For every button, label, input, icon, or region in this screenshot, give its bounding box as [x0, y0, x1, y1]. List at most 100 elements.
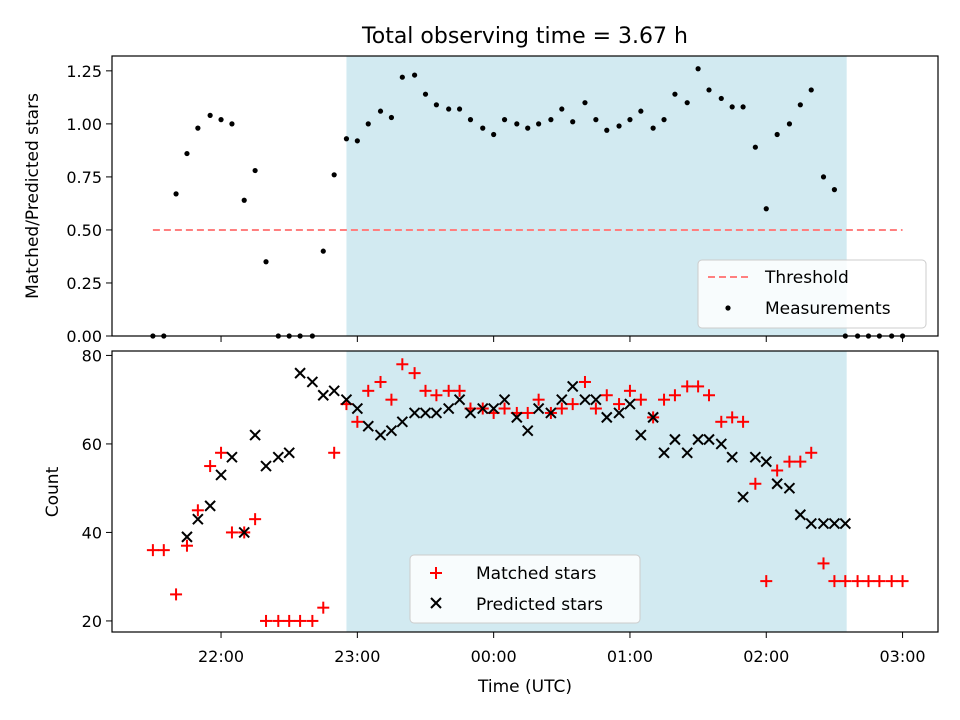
matched-star-point — [749, 477, 762, 490]
y-tick-label: 0.75 — [66, 168, 102, 187]
legend-label-predicted: Predicted stars — [476, 595, 603, 615]
matched-star-point — [260, 614, 273, 627]
measurement-point — [740, 104, 746, 110]
legend-box — [697, 259, 927, 329]
legend-label-threshold: Threshold — [764, 268, 849, 288]
measurement-point — [548, 117, 554, 123]
measurement-point — [559, 106, 565, 112]
predicted-star-point — [498, 393, 511, 406]
measurement-point — [388, 114, 395, 121]
predicted-star-point — [647, 411, 659, 424]
matched-star-point — [362, 384, 375, 397]
measurement-point — [184, 150, 190, 157]
x-axis-ticks: 22:00 23:00 00:00 01:00 02:00 03:00 — [198, 632, 926, 666]
x-axis-label: Time (UTC) — [477, 677, 572, 697]
measurement-point — [616, 123, 622, 129]
y-tick-label: 0.25 — [66, 274, 102, 293]
measurement-point — [536, 121, 542, 127]
matched-star-point — [351, 415, 364, 428]
matched-star-point — [589, 402, 602, 415]
predicted-star-point — [419, 407, 432, 419]
predicted-star-point — [737, 491, 749, 503]
predicted-star-point — [783, 482, 796, 494]
top-panel: 0.00 0.25 0.50 0.75 1.00 1.25 Matched/Predict… — [23, 55, 939, 346]
measurement-point — [525, 125, 531, 131]
measurement-point — [604, 127, 610, 133]
matched-star-point — [555, 402, 568, 415]
matched-star-point — [896, 575, 909, 588]
measurement-point — [467, 117, 474, 123]
predicted-star-point — [181, 531, 193, 543]
plot-frame — [111, 55, 939, 337]
predicted-star-point — [794, 509, 807, 521]
matched-star-point — [317, 601, 330, 614]
matched-star-point — [385, 393, 398, 406]
predicted-star-point — [613, 407, 625, 419]
measurement-point — [786, 121, 793, 127]
measurement-point — [252, 167, 258, 174]
matched-star-point — [419, 384, 432, 397]
matched-star-point — [294, 614, 307, 627]
y-tick-label: 40 — [82, 523, 102, 542]
predicted-star-point — [839, 517, 852, 530]
measurement-point — [593, 117, 599, 123]
predicted-star-point — [545, 407, 557, 419]
measurement-point — [456, 106, 463, 112]
measurement-point — [570, 119, 576, 125]
measurement-point — [808, 87, 814, 93]
matched-star-point — [600, 389, 613, 402]
measurement-point — [433, 102, 440, 108]
predicted-star-point — [464, 407, 477, 419]
matched-star-point — [715, 415, 728, 428]
matched-star-point — [839, 575, 852, 588]
predicted-star-point — [805, 517, 817, 530]
predicted-star-point — [294, 367, 306, 379]
matched-star-point — [873, 575, 886, 588]
measurement-point — [365, 121, 371, 127]
matched-star-point — [272, 614, 285, 627]
predicted-star-point — [692, 433, 704, 446]
predicted-star-point — [215, 469, 227, 481]
legend-label-matched: Matched stars — [476, 564, 596, 584]
matched-star-point — [634, 393, 647, 406]
predicted-star-point — [204, 500, 216, 512]
measurement-point — [763, 206, 769, 212]
measurement-point — [446, 106, 452, 112]
measurement-point — [173, 191, 179, 197]
matched-star-point — [783, 455, 796, 468]
measurement-point — [195, 125, 201, 131]
measurement-point — [831, 187, 838, 193]
predicted-star-point — [624, 398, 636, 410]
matched-star-point — [306, 614, 319, 627]
predicted-star-point — [726, 451, 738, 463]
x-tick-label: 02:00 — [743, 647, 789, 666]
x-tick-label: 03:00 — [880, 647, 926, 666]
measurement-point — [820, 174, 827, 180]
x-tick-label: 01:00 — [607, 647, 653, 666]
y-axis-label: Count — [43, 466, 63, 517]
y-tick-label: 60 — [82, 435, 102, 454]
predicted-star-point — [817, 517, 830, 530]
measurement-point — [331, 172, 337, 178]
measurement-point — [627, 117, 633, 123]
matched-star-point — [170, 588, 183, 601]
star-count-points — [146, 358, 909, 627]
predicted-star-point — [681, 447, 693, 459]
x-tick-label: 00:00 — [471, 647, 517, 666]
x-axis-ticks — [220, 336, 904, 342]
measurement-point — [774, 131, 780, 138]
predicted-star-point — [601, 411, 613, 424]
y-tick-label: 1.25 — [66, 62, 102, 81]
matched-star-point — [180, 539, 193, 552]
predicted-star-point — [192, 513, 204, 525]
measurement-point — [661, 117, 667, 123]
matched-star-point — [430, 389, 443, 402]
predicted-star-point — [487, 402, 500, 415]
matched-star-point — [532, 393, 545, 406]
measurement-point — [672, 91, 678, 97]
legend-predicted-swatch — [430, 597, 442, 609]
matched-star-point — [851, 575, 864, 588]
predicted-star-point — [249, 429, 261, 441]
matched-star-point — [225, 526, 238, 539]
predicted-star-point — [590, 393, 602, 406]
